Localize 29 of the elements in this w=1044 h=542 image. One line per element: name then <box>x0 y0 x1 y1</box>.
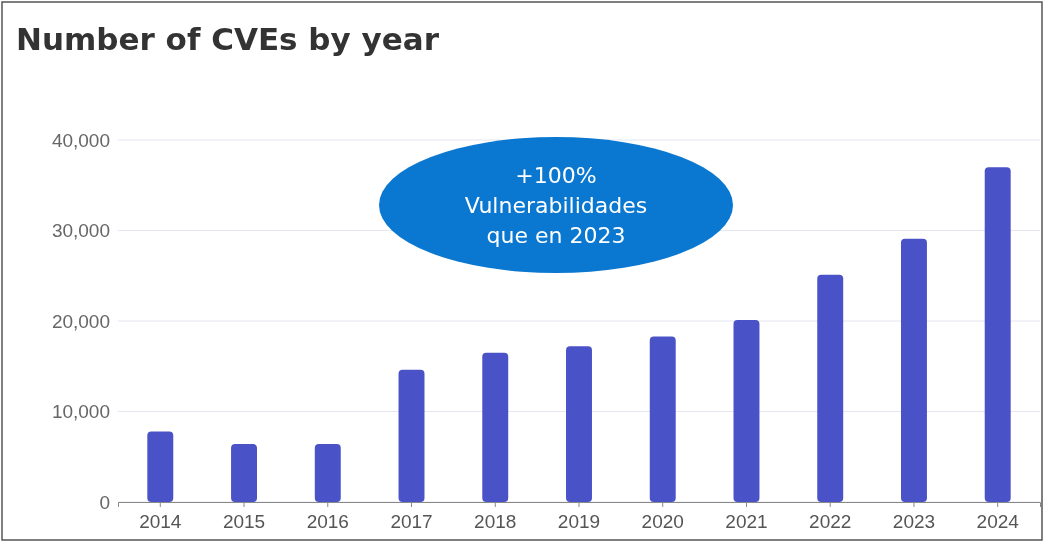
bar <box>147 431 174 502</box>
x-tick-label: 2018 <box>474 511 517 533</box>
chart-title: Number of CVEs by year <box>16 21 440 57</box>
y-tick-label: 10,000 <box>51 401 110 423</box>
x-tick-label: 2023 <box>892 511 936 533</box>
y-tick-label: 30,000 <box>51 220 110 242</box>
bar <box>984 167 1011 502</box>
x-tick-label: 2015 <box>222 511 266 533</box>
x-tick-label: 2017 <box>390 511 433 533</box>
x-tick-label: 2020 <box>641 511 684 533</box>
bar <box>398 369 425 502</box>
y-tick-label: 40,000 <box>51 129 110 151</box>
bar <box>566 346 592 502</box>
x-tick-label: 2014 <box>139 511 182 533</box>
x-tick-label: 2021 <box>725 511 768 533</box>
bar <box>231 444 258 502</box>
y-tick-label: 0 <box>99 491 110 513</box>
bar <box>817 274 844 502</box>
x-tick-label: 2019 <box>557 511 601 533</box>
x-tick-label: 2022 <box>809 511 852 533</box>
x-tick-label: 2016 <box>306 511 349 533</box>
bar <box>900 238 927 502</box>
bar <box>314 444 341 502</box>
y-tick-label: 20,000 <box>51 310 110 332</box>
bar <box>649 336 676 502</box>
bar <box>482 352 509 502</box>
annotation: +100% Vulnerabilidades que en 2023 <box>464 163 648 248</box>
x-tick-label: 2024 <box>976 511 1020 533</box>
bar <box>733 320 760 502</box>
